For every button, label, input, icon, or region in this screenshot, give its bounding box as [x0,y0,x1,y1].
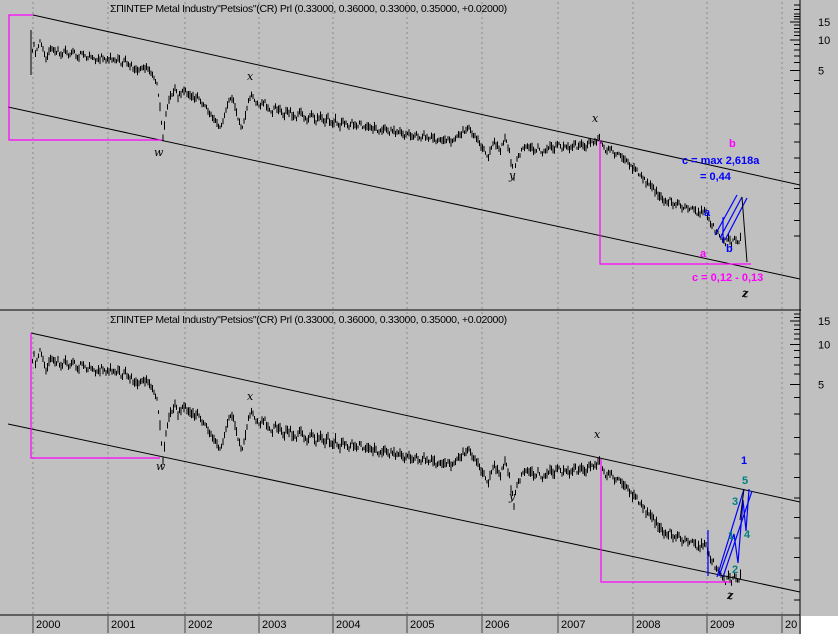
x-axis-year-label: 2007 [561,619,585,631]
wave-label-panel2[interactable]: x [247,390,254,403]
x-axis-year-label: 2003 [262,619,286,631]
wave-label-panel2[interactable]: w [156,460,166,473]
x-axis-year-label: 2001 [111,619,135,631]
x-axis-year-label: 2006 [485,619,509,631]
y-axis-label: 10 [818,339,830,351]
x-axis-year-label: 2009 [710,619,734,631]
y-axis-label: 15 [818,17,830,29]
magenta-annotation-line-panel1[interactable] [8,14,162,141]
wave-label-panel1[interactable]: y [508,169,516,182]
panel1-title: ΣΠΙΝΤΕΡ Metal Industry"Petsios"(CR) Prl … [110,3,507,15]
wave-label-panel1[interactable]: c = 0,12 - 0,13 [692,272,763,284]
x-axis-year-label: 20 [785,619,797,631]
magenta-annotation-line-panel1[interactable] [599,140,751,265]
black-projection-line-panel1[interactable] [741,196,748,263]
x-axis-year-label: 2004 [336,619,360,631]
blue-projection-line-panel1[interactable] [724,197,748,241]
black-projection-line-panel2[interactable] [739,488,745,521]
y-axis-label: 5 [818,66,824,78]
channel-trendline-panel1[interactable] [7,106,801,280]
magenta-annotation-line-panel2[interactable] [30,333,160,459]
wave-label-panel1[interactable]: z [741,287,749,300]
x-axis-year-label: 2002 [188,619,212,631]
wave-label-panel1[interactable]: b [729,138,736,150]
wave-label-panel1[interactable]: = 0,44 [700,171,732,183]
wave-label-panel1[interactable]: x [247,70,254,83]
channel-trendline-panel2[interactable] [7,423,801,593]
channel-trendline-panel2[interactable] [30,332,801,503]
magenta-annotation-line-panel2[interactable] [600,459,731,583]
y-axis-label: 15 [818,316,830,328]
blue-projection-line-panel1[interactable] [714,194,738,236]
wave-label-panel2[interactable]: z [726,589,734,602]
wave-label-panel1[interactable]: w [154,146,164,159]
panel2-title: ΣΠΙΝΤΕΡ Metal Industry"Petsios"(CR) Prl … [110,314,507,326]
wave-label-panel1[interactable]: a [704,207,711,219]
wave-label-panel2[interactable]: y [508,490,516,503]
wave-label-panel2[interactable]: x [594,428,601,441]
x-axis-year-label: 2005 [410,619,434,631]
y-axis-label: 5 [818,379,824,391]
x-axis-year-label: 2000 [36,619,60,631]
wave-label-panel2[interactable]: 4 [744,529,751,541]
wave-label-panel2[interactable]: 1 [741,455,747,467]
bottom-right-corner [801,616,838,634]
wave-label-panel2[interactable]: 5 [742,475,748,487]
wave-label-panel1[interactable]: c = max 2,618a [682,155,760,167]
price-series-panel1 [30,30,741,247]
blue-projection-line-panel1[interactable] [719,196,743,239]
blue-projection-line-panel2[interactable] [716,488,745,578]
channel-trendline-panel1[interactable] [32,14,801,186]
wave-label-panel2[interactable]: 1 [728,530,734,542]
wave-label-panel1[interactable]: x [592,112,599,125]
wave-label-panel1[interactable]: b [726,243,733,255]
wave-label-panel2[interactable]: 3 [732,496,738,508]
blue-projection-line-panel2[interactable] [722,490,753,578]
wave-label-panel2[interactable]: 2 [732,564,738,576]
y-axis-label: 10 [818,35,830,47]
blue-projection-line-panel2[interactable] [718,488,750,577]
wave-label-panel1[interactable]: a [700,248,707,260]
x-axis-year-label: 2008 [636,619,660,631]
